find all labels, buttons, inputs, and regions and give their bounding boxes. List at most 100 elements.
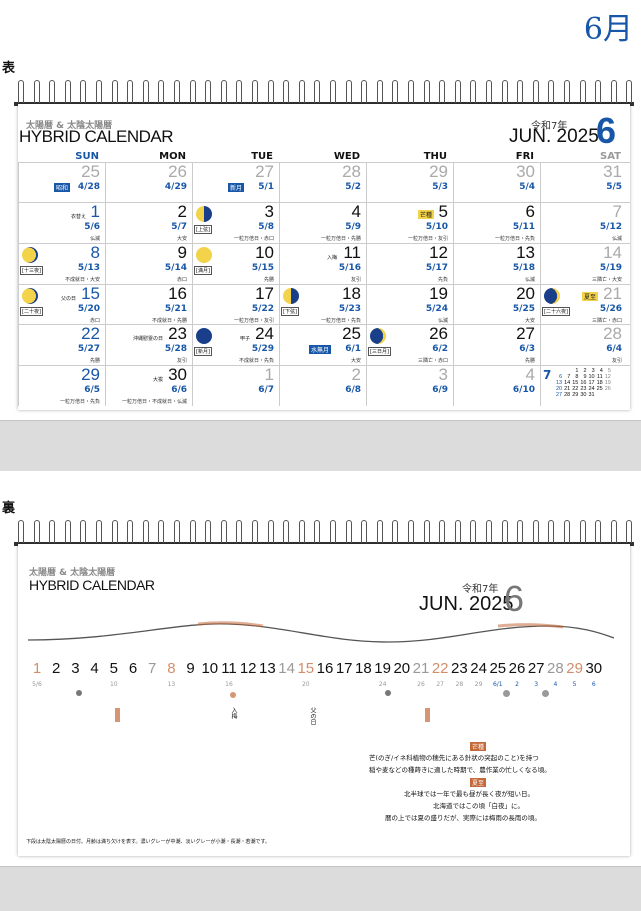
era-label: 令和7年 (531, 121, 568, 132)
rokuyo: 大安 (524, 318, 535, 324)
moon-phase-icon (196, 206, 212, 222)
mini-day: 29 (572, 392, 579, 398)
mini-day: 16 (580, 380, 587, 386)
day-cell[interactable]: 28 6/4 友引 (540, 325, 628, 365)
day-cell[interactable]: 24 5/29 不成就日・先負 甲子 [新月] (192, 325, 280, 365)
day-number: 22 (81, 324, 100, 343)
day-cell[interactable]: 18 5/23 一粒万倍日・先負 [下弦] (279, 285, 367, 325)
day-cell[interactable]: 16 5/21 不成就日・先勝 (105, 285, 193, 325)
rokuyo: 大安 (176, 236, 187, 242)
moon-phase-label: [新月] (194, 347, 212, 356)
day-cell[interactable]: 30 5/4 (453, 163, 541, 203)
strip-day: 5 (109, 660, 118, 677)
lunar-date: 5/26 (599, 304, 622, 314)
ring (127, 520, 134, 543)
strip-lunar-date: 16 (225, 681, 233, 688)
strip-day: 9 (186, 660, 195, 677)
ring (392, 520, 399, 543)
day-cell[interactable]: 13 5/18 仏滅 (453, 244, 541, 284)
day-cell[interactable]: 6 5/11 一粒万倍日・先負 (453, 203, 541, 243)
lunar-date: 6/1 (345, 344, 361, 354)
day-cell[interactable]: 21 5/26 三隣亡・赤口 夏至 [二十六夜] (540, 285, 628, 325)
day-cell[interactable]: 7 5/12 仏滅 (540, 203, 628, 243)
day-cell[interactable]: 29 5/3 (366, 163, 454, 203)
day-cell[interactable]: 8 5/13 不成就日・大安 [十三夜] (18, 244, 106, 284)
day-cell[interactable]: 31 5/5 (540, 163, 628, 203)
strip-day: 1 (32, 660, 42, 677)
strip-day: 21 (412, 660, 430, 677)
ring (96, 80, 102, 103)
event-label: 衣替え (70, 214, 86, 220)
strip-lunar-date: 10 (109, 681, 118, 688)
strip-day: 26 (508, 660, 526, 677)
day-cell[interactable]: 4 6/10 (453, 366, 541, 406)
ring (174, 80, 180, 103)
rokuyo: 三隣亡・赤口 (591, 318, 622, 324)
rokuyo: 仏滅 (437, 318, 448, 324)
day-cell[interactable]: 28 5/2 (279, 163, 367, 203)
lunar-date: 5/5 (606, 182, 622, 192)
day-cell[interactable]: 23 5/28 友引 沖縄慰霊の日 (105, 325, 193, 365)
day-cell[interactable]: 26 6/2 三隣亡・赤口 [三日月] (366, 325, 454, 365)
day-cell[interactable]: 12 5/17 先負 (366, 244, 454, 284)
day-cell[interactable]: 19 5/24 仏滅 (366, 285, 454, 325)
day-cell[interactable]: 5 5/10 一粒万倍日・友引 芒種 (366, 203, 454, 243)
day-cell[interactable]: 1 5/6 仏滅 衣替え (18, 203, 106, 243)
lunar-date: 6/2 (432, 344, 448, 354)
ring (439, 80, 446, 103)
day-cell[interactable]: 9 5/14 赤口 (105, 244, 193, 284)
day-cell[interactable]: 25 4/28 昭和 (18, 163, 106, 203)
day-number: 17 (255, 284, 274, 303)
day-cell[interactable] (540, 366, 628, 406)
day-cell[interactable]: 3 6/9 (366, 366, 454, 406)
day-cell[interactable]: 2 5/7 大安 (105, 203, 193, 243)
back-sheet (18, 544, 630, 856)
ring (423, 520, 430, 543)
lunar-date: 5/7 (171, 222, 187, 232)
tide-dot (385, 690, 391, 696)
day-cell[interactable]: 30 6/6 一粒万倍日・不成就日・仏滅 大祓 (105, 366, 193, 406)
ring (298, 80, 305, 103)
strip-day: 25 (489, 660, 507, 677)
day-cell[interactable]: 27 5/1 新月 (192, 163, 280, 203)
day-cell[interactable]: 27 6/3 先勝 (453, 325, 541, 365)
lunar-date: 6/6 (171, 385, 187, 395)
day-cell[interactable]: 4 5/9 一粒万倍日・先勝 (279, 203, 367, 243)
day-cell[interactable]: 29 6/5 一粒万倍日・先負 (18, 366, 106, 406)
day-cell[interactable]: 14 5/19 三隣亡・大安 (540, 244, 628, 284)
row-divider (18, 162, 630, 163)
sekki-marker (425, 708, 430, 722)
weekday-wed: WED (333, 151, 360, 162)
lunar-date: 6/10 (512, 385, 535, 395)
rokuyo: 一粒万倍日・先負 (320, 318, 361, 324)
ring (361, 80, 368, 103)
note-heading-boshu: 芒種 (470, 742, 487, 751)
moon-phase-label: [二十夜] (20, 307, 43, 316)
day-cell[interactable]: 20 5/25 大安 (453, 285, 541, 325)
ring (330, 520, 336, 543)
event-label: 甲子 (239, 336, 250, 342)
weekday-tue: TUE (251, 151, 273, 162)
day-number: 2 (177, 202, 187, 221)
ring (64, 520, 71, 543)
day-cell[interactable]: 15 5/20 赤口 父の日 [二十夜] (18, 285, 106, 325)
ring (18, 520, 24, 543)
ring (408, 520, 414, 543)
note-line: 芒(のぎ/イネ科植物の穂先にある針状の突起のこと)を持つ (369, 754, 539, 762)
day-number: 19 (429, 284, 448, 303)
day-cell[interactable]: 1 6/7 (192, 366, 280, 406)
ring (252, 80, 258, 103)
strip-day: 10 (201, 660, 219, 677)
day-cell[interactable]: 2 6/8 (279, 366, 367, 406)
strip-day: 17 (335, 660, 353, 677)
event-label: 父の日 (60, 296, 76, 302)
day-cell[interactable]: 25 6/1 大安 水無月 (279, 325, 367, 365)
day-number: 29 (81, 365, 100, 384)
day-cell[interactable]: 22 5/27 先勝 (18, 325, 106, 365)
day-cell[interactable]: 3 5/8 一粒万倍日・赤口 [上弦] (192, 203, 280, 243)
day-cell[interactable]: 10 5/15 先勝 [満月] (192, 244, 280, 284)
day-cell[interactable]: 17 5/22 一粒万倍日・友引 (192, 285, 280, 325)
day-cell[interactable]: 26 4/29 (105, 163, 193, 203)
back-label: 裏 (2, 501, 16, 516)
day-cell[interactable]: 11 5/16 友引 入梅 (279, 244, 367, 284)
